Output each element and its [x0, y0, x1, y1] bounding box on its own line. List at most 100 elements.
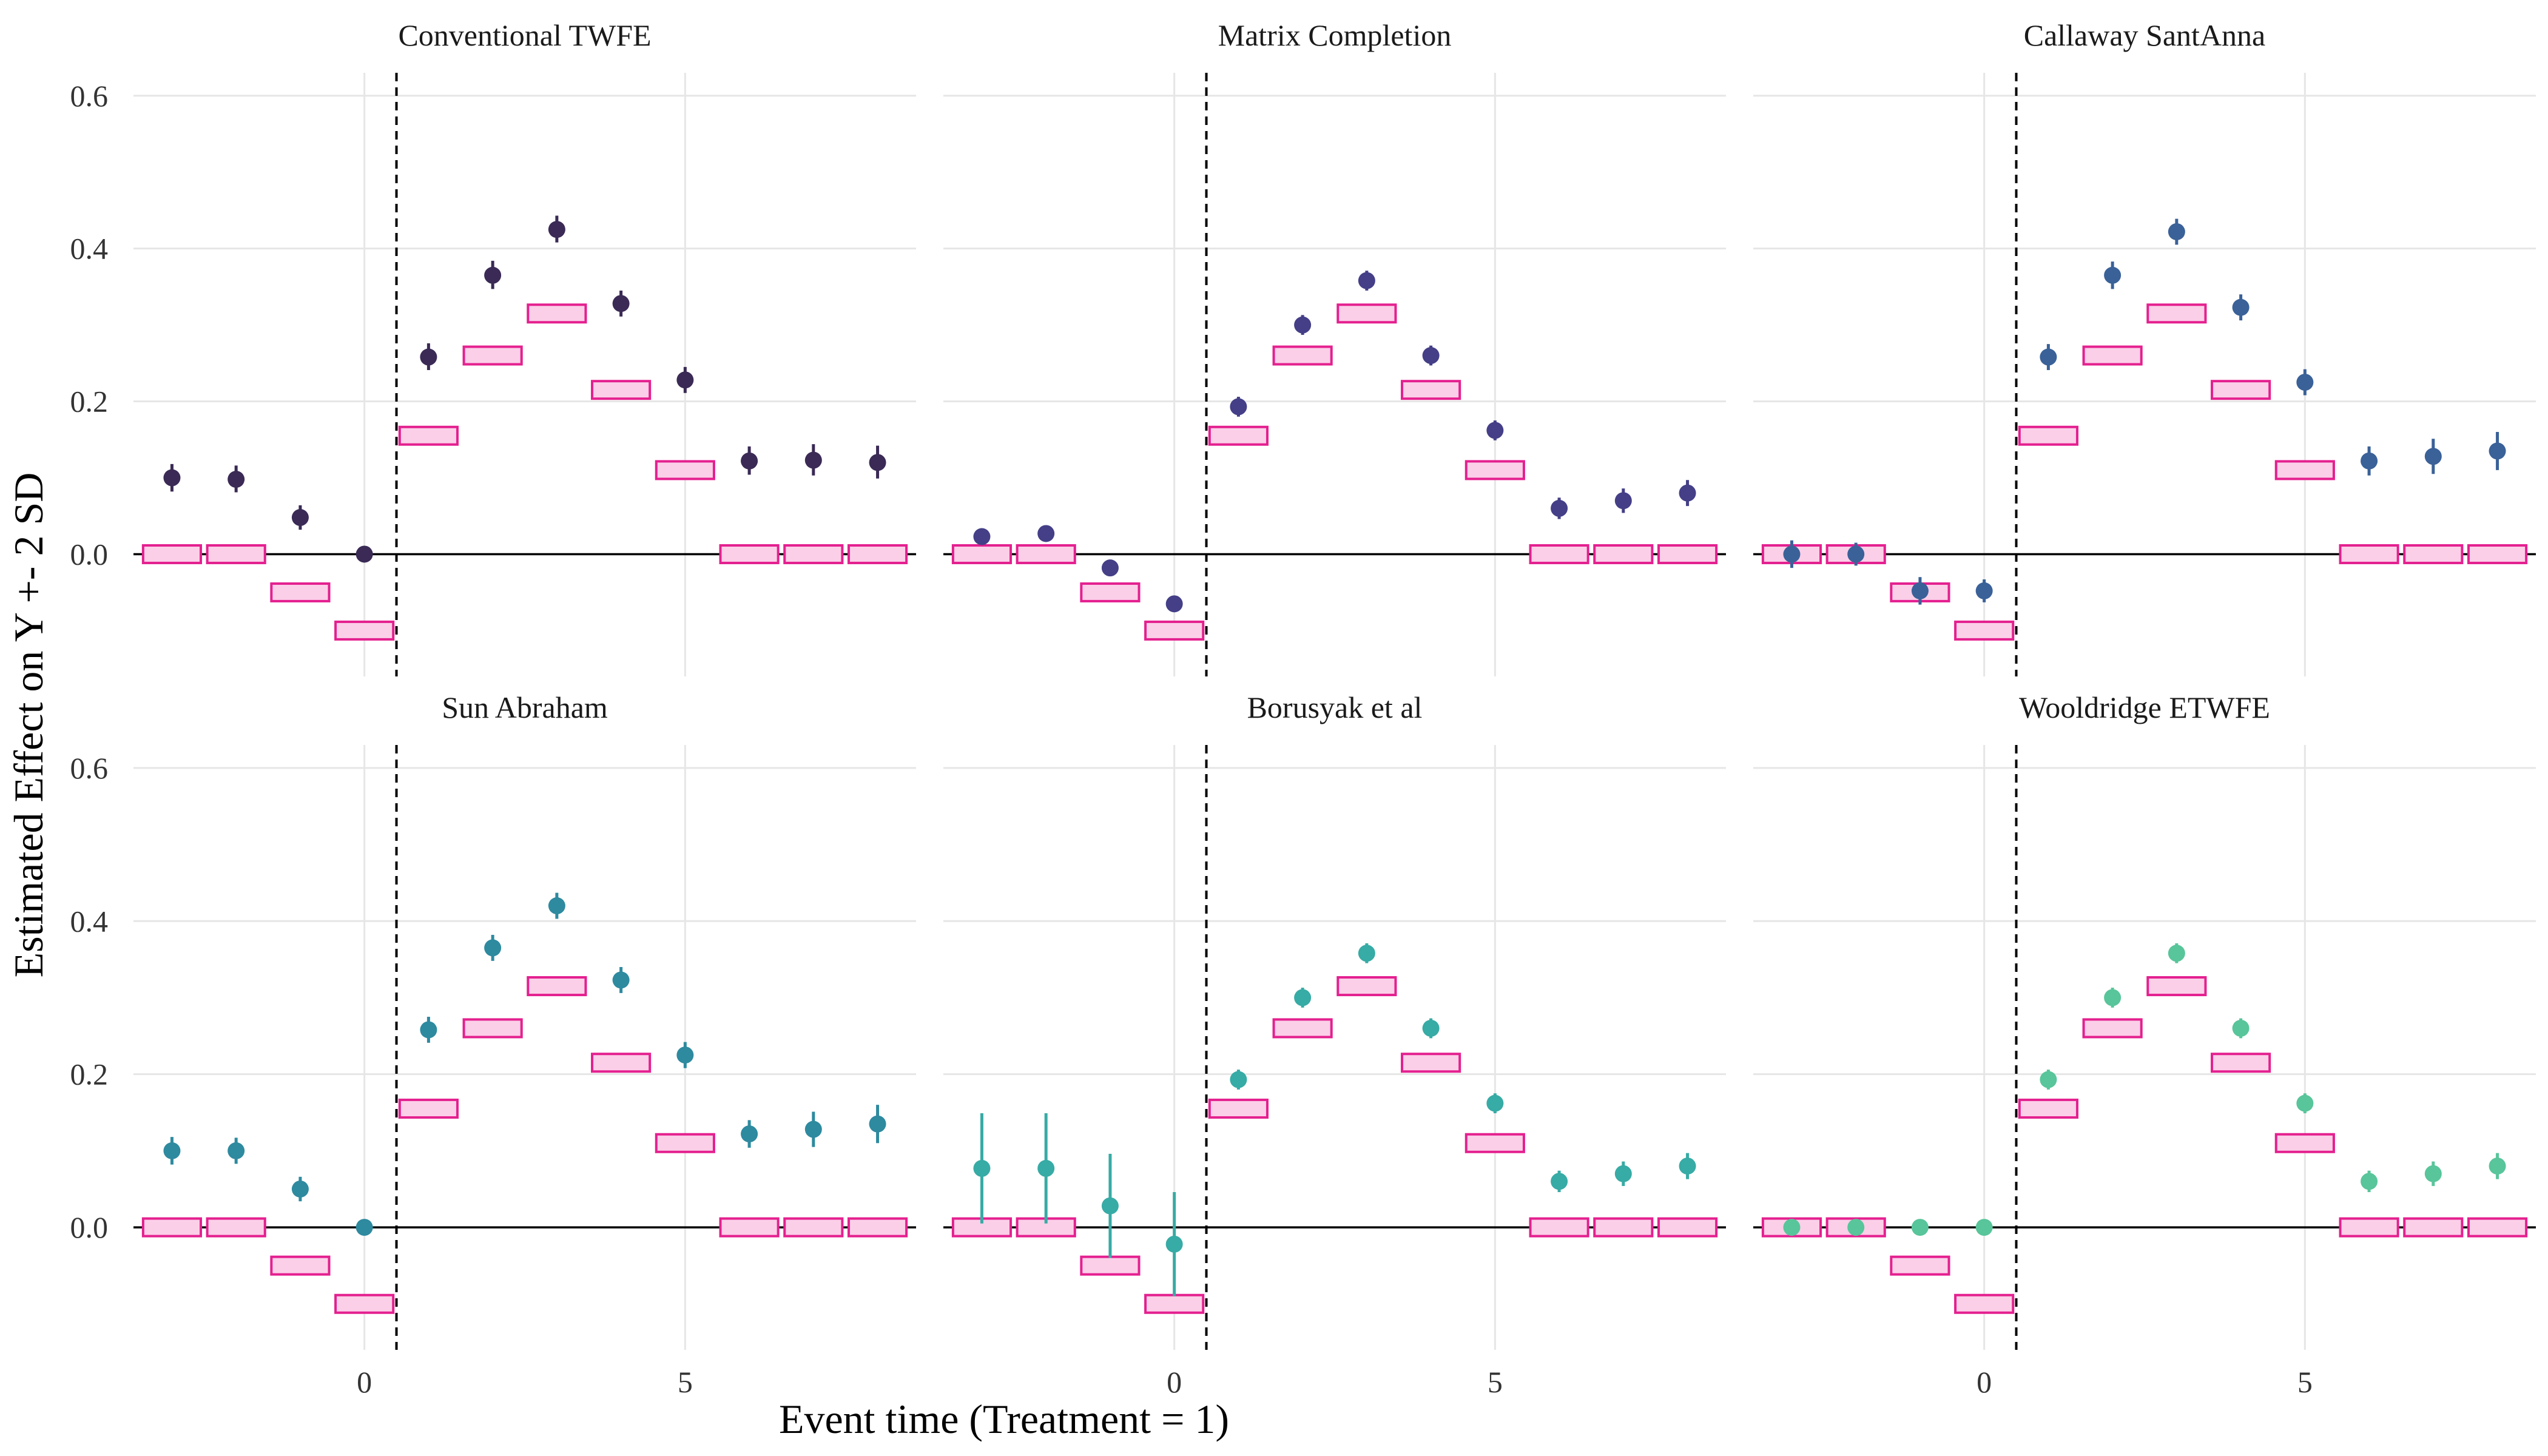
estimate-point [2040, 1071, 2057, 1088]
y-tick-label: 0.2 [70, 385, 109, 419]
true-effect-box [1401, 1053, 1461, 1073]
true-effect-box [1657, 544, 1718, 564]
true-effect-box [2082, 345, 2143, 366]
true-effect-box [1529, 1217, 1589, 1238]
y-tick-label: 0.4 [70, 232, 109, 266]
true-effect-box [1272, 1018, 1333, 1039]
estimate-point [484, 266, 502, 284]
facet-panels: Conventional TWFE 0.0 0.2 0.4 0.6 Matrix Comp… [70, 18, 2536, 1399]
y-tick-label: 0.2 [70, 1057, 109, 1091]
true-effect-box [2146, 303, 2207, 324]
estimate-point [420, 1021, 437, 1039]
estimate-point [2168, 223, 2185, 240]
estimate-point [1037, 525, 1055, 542]
true-effect-box [2211, 380, 2271, 400]
estimate-point [2296, 374, 2314, 391]
true-effect-box [2467, 544, 2528, 564]
estimate-point [1422, 1019, 1440, 1037]
true-effect-box [141, 544, 203, 564]
x-tick-label: 5 [2297, 1365, 2313, 1399]
estimate-point [2361, 1173, 2378, 1190]
estimate-point [973, 528, 991, 545]
x-tick-label: 0 [1977, 1365, 1992, 1399]
true-effect-box [1464, 460, 1525, 480]
estimate-point [676, 371, 694, 389]
true-effect-box [2018, 1098, 2078, 1119]
true-effect-box [270, 1255, 331, 1276]
panel-conventional-twfe: Conventional TWFE 0.0 0.2 0.4 0.6 [70, 18, 916, 676]
true-effect-box [398, 425, 459, 446]
true-effect-box [719, 544, 780, 564]
estimate-point [1679, 1158, 1696, 1175]
estimate-point [356, 1219, 373, 1236]
estimate-point [1294, 989, 1312, 1006]
true-effect-box [2403, 1217, 2464, 1238]
estimate-point [869, 454, 886, 471]
true-effect-box [1464, 1133, 1525, 1153]
true-effect-box [1954, 1293, 2015, 1314]
estimate-point [1230, 1071, 1247, 1088]
true-effect-box [1336, 976, 1397, 997]
estimate-point [1422, 347, 1440, 365]
estimate-point [163, 469, 181, 487]
true-effect-box [1529, 544, 1589, 564]
estimate-point [2424, 1165, 2442, 1182]
true-effect-box [2018, 425, 2078, 446]
estimate-point [2424, 448, 2442, 465]
estimate-point [1975, 582, 1993, 599]
estimate-point [869, 1115, 886, 1133]
true-effect-box [1144, 1293, 1205, 1314]
true-effect-box [527, 303, 587, 324]
true-effect-box [1080, 1255, 1141, 1276]
estimate-point [1614, 492, 1632, 510]
estimate-point [973, 1159, 991, 1177]
true-effect-box [1657, 1217, 1718, 1238]
estimate-point [612, 295, 630, 312]
estimate-point [2296, 1094, 2314, 1112]
estimate-point [1101, 559, 1119, 577]
true-effect-box [1208, 1098, 1269, 1119]
true-effect-box [2339, 1217, 2399, 1238]
true-effect-box [334, 620, 395, 641]
true-effect-box [1336, 303, 1397, 324]
estimate-point [1551, 499, 1568, 517]
panel-callaway-santanna: Callaway SantAnna [1753, 18, 2536, 676]
true-effect-box [783, 1217, 844, 1238]
true-effect-box [2211, 1053, 2271, 1073]
estimate-point [1358, 945, 1375, 962]
panel-borusyak-et-al: Borusyak et al 0 5 [943, 690, 1726, 1399]
panel-title: Callaway SantAnna [2024, 18, 2266, 52]
estimate-point [1037, 1159, 1055, 1177]
estimate-point [741, 452, 758, 470]
estimate-point [2040, 348, 2057, 366]
estimate-point [1551, 1173, 1568, 1190]
x-axis-label: Event time (Treatment = 1) [779, 1396, 1229, 1442]
x-tick-label: 5 [678, 1365, 693, 1399]
estimate-point [228, 1142, 245, 1159]
estimate-point [2104, 266, 2122, 284]
panel-wooldridge-etwfe: Wooldridge ETWFE 0 5 [1753, 690, 2536, 1399]
estimate-point [1911, 1219, 1929, 1236]
y-axis-label: Estimated Effect on Y +- 2 SD [5, 473, 52, 978]
true-effect-box [1593, 544, 1654, 564]
estimate-point [1486, 1094, 1504, 1112]
estimate-point [1486, 422, 1504, 439]
estimate-point [804, 1121, 822, 1138]
x-tick-label: 0 [357, 1365, 372, 1399]
estimate-point [2489, 442, 2506, 460]
true-effect-box [141, 1217, 203, 1238]
true-effect-box [206, 1217, 266, 1238]
panel-sun-abraham: Sun Abraham 0.0 0.2 0.4 0.6 0 5 [70, 690, 916, 1399]
estimate-point [484, 939, 502, 957]
estimate-point [741, 1125, 758, 1143]
true-effect-box [2274, 460, 2335, 480]
true-effect-box [527, 976, 587, 997]
estimate-point [676, 1046, 694, 1064]
true-effect-box [951, 544, 1013, 564]
estimate-point [291, 1180, 309, 1198]
estimate-point [804, 451, 822, 469]
true-effect-box [655, 1133, 715, 1153]
estimate-point [1847, 545, 1865, 563]
x-tick-label: 5 [1488, 1365, 1503, 1399]
estimate-point [291, 509, 309, 527]
